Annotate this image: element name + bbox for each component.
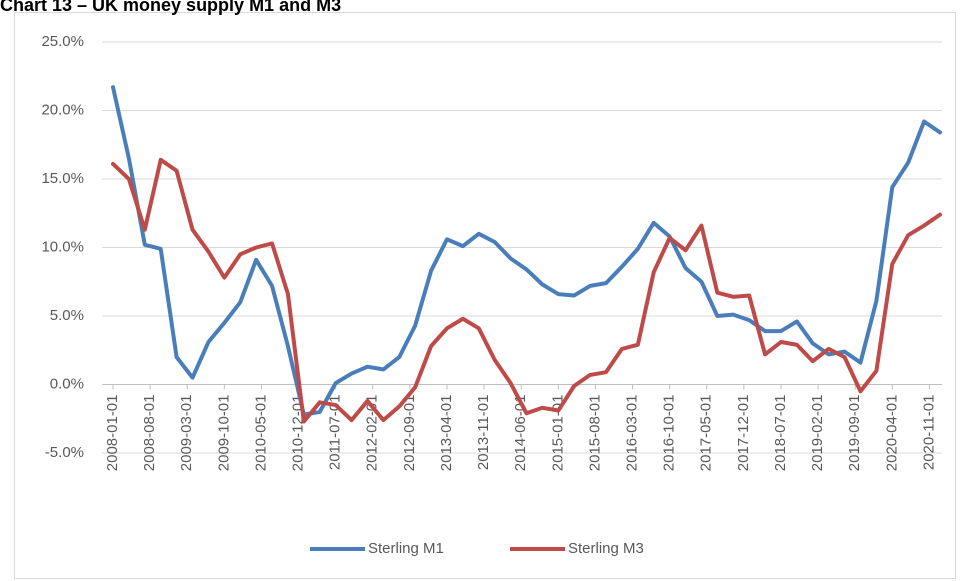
x-tick-label: 2013-11-01 bbox=[475, 395, 492, 471]
x-tick-label: 2008-01-01 bbox=[104, 395, 121, 472]
data-line bbox=[111, 85, 942, 417]
legend-label: Sterling M3 bbox=[568, 540, 644, 557]
x-tick-label: 2015-01-01 bbox=[549, 395, 566, 472]
data-line bbox=[111, 157, 942, 424]
x-tick-label: 2010-05-01 bbox=[252, 395, 269, 472]
x-tick-label: 2010-12-01 bbox=[290, 395, 307, 472]
x-tick-label: 2018-07-01 bbox=[772, 395, 789, 472]
y-tick-label: 15.0% bbox=[41, 170, 84, 187]
y-tick-label: -5.0% bbox=[45, 444, 84, 461]
x-tick-label: 2011-07-01 bbox=[327, 395, 344, 471]
y-tick-label: 20.0% bbox=[41, 101, 84, 118]
x-tick-label: 2015-08-01 bbox=[586, 395, 603, 472]
x-tick-label: 2019-09-01 bbox=[846, 395, 863, 472]
x-tick-label: 2013-04-01 bbox=[438, 395, 455, 472]
chart-title: Chart 13 – UK money supply M1 and M3 bbox=[0, 0, 341, 15]
x-tick-label: 2016-10-01 bbox=[661, 395, 678, 472]
x-tick-label: 2009-10-01 bbox=[215, 395, 232, 472]
x-tick-label: 2020-11-01 bbox=[920, 395, 937, 471]
legend-label: Sterling M1 bbox=[368, 540, 444, 557]
y-tick-label: 0.0% bbox=[50, 375, 84, 392]
x-tick-label: 2017-05-01 bbox=[698, 395, 715, 472]
y-tick-label: 5.0% bbox=[50, 307, 84, 324]
x-tick-label: 2012-09-01 bbox=[401, 395, 418, 472]
x-tick-label: 2017-12-01 bbox=[735, 395, 752, 472]
y-tick-label: 10.0% bbox=[41, 238, 84, 255]
x-tick-label: 2019-02-01 bbox=[809, 395, 826, 472]
x-tick-label: 2020-04-01 bbox=[883, 395, 900, 472]
x-tick-label: 2016-03-01 bbox=[623, 395, 640, 472]
x-tick-label: 2009-03-01 bbox=[178, 395, 195, 472]
y-tick-label: 25.0% bbox=[41, 33, 84, 50]
chart-frame bbox=[14, 12, 956, 579]
x-tick-label: 2008-08-01 bbox=[141, 395, 158, 472]
